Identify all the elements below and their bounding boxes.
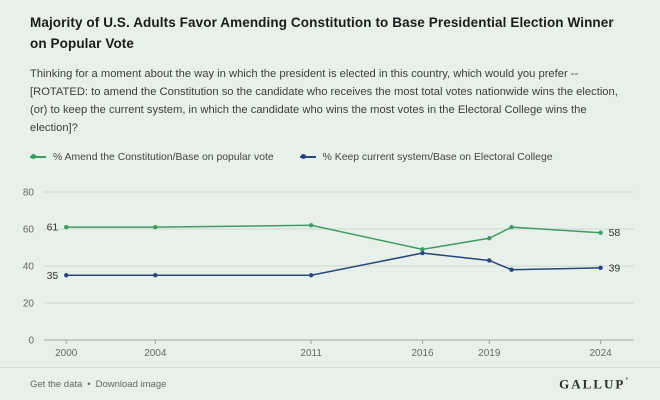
svg-text:2019: 2019 — [478, 348, 501, 359]
svg-text:2011: 2011 — [300, 348, 322, 359]
svg-text:2024: 2024 — [589, 348, 612, 359]
trademark-mark: ’ — [625, 375, 630, 385]
line-chart-svg: 0 20 40 60 80 2000 2004 2011 2016 2019 2024 61 58 35 3… — [23, 188, 634, 359]
line-chart: 0 20 40 60 80 2000 2004 2011 2016 2019 2024 61 58 35 3… — [8, 182, 648, 360]
footer-separator: • — [87, 378, 91, 390]
chart-title: Majority of U.S. Adults Favor Amending C… — [30, 15, 614, 51]
svg-text:61: 61 — [47, 222, 59, 234]
download-image-link[interactable]: Download image — [95, 378, 167, 390]
svg-text:35: 35 — [47, 270, 59, 282]
gallup-logo: GALLUP’ — [559, 375, 630, 392]
svg-text:2016: 2016 — [411, 348, 434, 359]
chart-footer: Get the data • Download image GALLUP’ — [0, 367, 660, 400]
svg-text:0: 0 — [28, 336, 34, 347]
svg-text:2000: 2000 — [55, 348, 78, 359]
svg-text:20: 20 — [23, 299, 35, 310]
footer-links: Get the data • Download image — [30, 379, 166, 390]
svg-text:60: 60 — [23, 225, 35, 236]
svg-text:40: 40 — [23, 262, 35, 273]
legend-label: % Amend the Constitution/Base on popular… — [53, 151, 274, 163]
legend-label: % Keep current system/Base on Electoral … — [322, 151, 553, 163]
legend-item-popular-vote: % Amend the Constitution/Base on popular… — [30, 152, 274, 163]
svg-text:80: 80 — [23, 188, 35, 199]
svg-text:2004: 2004 — [144, 348, 167, 359]
svg-text:39: 39 — [609, 262, 621, 274]
legend-item-electoral-college: % Keep current system/Base on Electoral … — [299, 151, 553, 163]
get-the-data-link[interactable]: Get the data — [30, 378, 83, 390]
legend-line-swatch-navy — [299, 154, 316, 160]
survey-question-text: Thinking for a moment about the way in w… — [30, 67, 618, 134]
chart-legend: % Amend the Constitution/Base on popular… — [30, 152, 630, 163]
svg-text:58: 58 — [609, 227, 621, 239]
legend-line-swatch-green — [30, 154, 46, 160]
